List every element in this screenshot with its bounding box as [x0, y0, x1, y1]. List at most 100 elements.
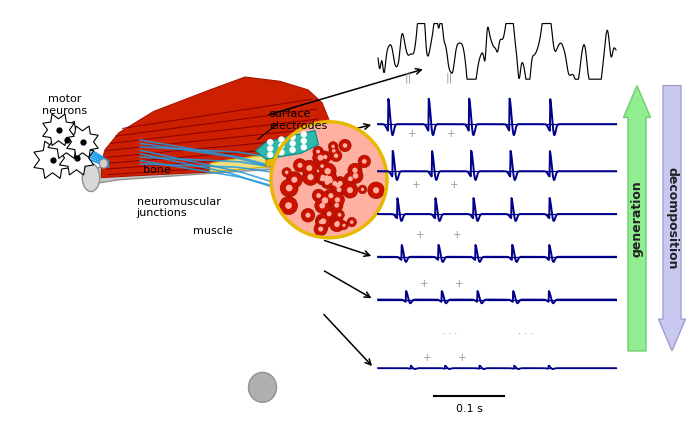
Circle shape [335, 210, 344, 220]
Circle shape [286, 184, 293, 191]
Circle shape [298, 163, 302, 168]
Circle shape [326, 178, 334, 186]
Circle shape [285, 202, 292, 209]
Circle shape [323, 173, 337, 187]
Text: +: + [419, 279, 428, 289]
Circle shape [334, 218, 342, 227]
Circle shape [358, 185, 367, 193]
Text: +: + [412, 180, 421, 190]
Circle shape [301, 132, 307, 137]
Circle shape [320, 177, 324, 181]
Circle shape [337, 181, 343, 186]
Text: ||: || [445, 73, 452, 83]
Text: bone: bone [144, 165, 172, 175]
Circle shape [325, 175, 328, 179]
Circle shape [328, 177, 342, 190]
Circle shape [330, 193, 344, 207]
Text: +: + [452, 230, 461, 240]
Circle shape [362, 159, 367, 164]
Circle shape [332, 179, 344, 192]
Circle shape [321, 171, 337, 187]
Text: ||: || [405, 73, 412, 83]
Circle shape [321, 175, 325, 179]
Circle shape [326, 176, 332, 182]
Circle shape [332, 181, 337, 186]
Circle shape [328, 180, 331, 184]
Circle shape [319, 151, 331, 163]
Circle shape [315, 198, 330, 213]
FancyArrow shape [659, 86, 685, 351]
Circle shape [312, 189, 325, 202]
Circle shape [316, 214, 331, 229]
Circle shape [348, 168, 363, 183]
Text: · · ·: · · · [518, 329, 533, 339]
Circle shape [330, 150, 342, 162]
Circle shape [334, 222, 340, 227]
Circle shape [301, 208, 315, 222]
Text: +: + [408, 129, 416, 139]
Circle shape [335, 197, 340, 202]
Circle shape [353, 173, 358, 179]
Text: +: + [450, 180, 459, 190]
Circle shape [301, 138, 307, 143]
Polygon shape [256, 131, 318, 159]
Circle shape [333, 177, 347, 190]
Circle shape [291, 177, 298, 183]
Circle shape [320, 175, 330, 185]
Circle shape [290, 141, 295, 146]
Circle shape [267, 140, 273, 145]
Text: neuromuscular
junctions: neuromuscular junctions [136, 197, 220, 218]
Circle shape [373, 187, 379, 193]
Circle shape [344, 172, 357, 185]
Circle shape [325, 175, 333, 184]
Ellipse shape [83, 164, 99, 192]
Circle shape [327, 211, 332, 216]
Circle shape [267, 146, 273, 151]
Circle shape [347, 187, 353, 193]
Ellipse shape [99, 159, 108, 168]
Circle shape [348, 176, 353, 181]
Circle shape [290, 147, 295, 152]
Polygon shape [48, 121, 85, 158]
Circle shape [325, 168, 331, 175]
Polygon shape [34, 141, 71, 178]
Circle shape [267, 152, 273, 158]
Circle shape [330, 199, 343, 211]
Circle shape [316, 217, 326, 227]
Text: muscle: muscle [193, 226, 232, 236]
Circle shape [339, 140, 351, 152]
Circle shape [337, 187, 342, 192]
Circle shape [329, 146, 339, 156]
Polygon shape [60, 141, 94, 175]
Circle shape [285, 171, 288, 174]
Circle shape [318, 155, 323, 160]
Circle shape [328, 176, 332, 180]
Text: 0.1 s: 0.1 s [456, 404, 482, 414]
Circle shape [316, 150, 320, 154]
Circle shape [317, 171, 328, 182]
Circle shape [328, 178, 332, 183]
Circle shape [324, 189, 337, 202]
Circle shape [316, 193, 321, 198]
Circle shape [368, 182, 384, 199]
Polygon shape [102, 77, 329, 178]
Circle shape [282, 168, 291, 177]
Text: · · ·: · · · [442, 329, 457, 339]
Circle shape [307, 165, 312, 171]
Polygon shape [91, 148, 322, 184]
Circle shape [321, 177, 333, 188]
Text: +: + [458, 353, 466, 363]
Text: +: + [416, 230, 424, 240]
Circle shape [319, 203, 325, 208]
Circle shape [271, 122, 387, 238]
Circle shape [286, 172, 302, 188]
Circle shape [332, 183, 345, 196]
Circle shape [328, 142, 338, 151]
Text: +: + [455, 279, 464, 289]
Circle shape [319, 220, 323, 224]
Circle shape [301, 145, 307, 150]
Circle shape [340, 221, 348, 229]
Polygon shape [210, 120, 329, 172]
Circle shape [358, 155, 370, 168]
Circle shape [336, 183, 341, 188]
